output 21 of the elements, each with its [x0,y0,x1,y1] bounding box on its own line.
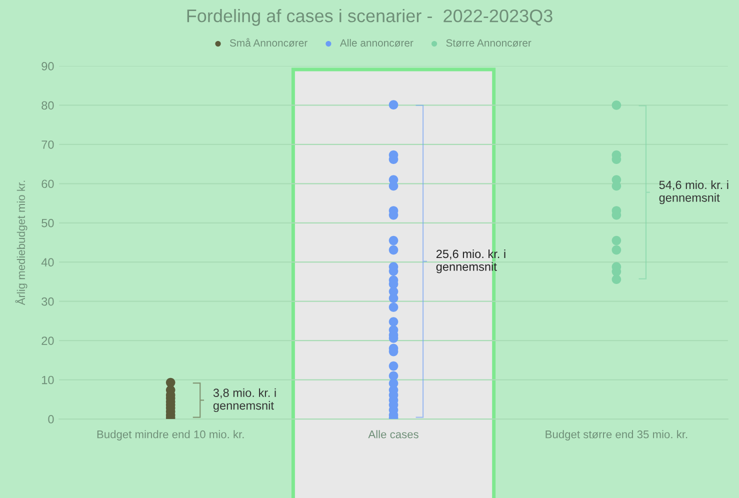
x-tick-label: Budget større end 35 mio. kr. [546,430,688,440]
annotation: 54,6 mio. kr. i gennemsnit [659,180,728,204]
legend-label: Alle annoncører [340,38,414,47]
y-tick-label: 30 [42,297,54,306]
y-tick-label: 80 [42,101,54,110]
y-tick-label: 60 [42,180,54,188]
y-tick-label: 40 [41,258,54,267]
y-tick-label: 10 [42,376,54,384]
y-tick-label: 70 [42,140,54,149]
y-tick-label: 90 [42,62,54,70]
y-tick-label: 0 [48,415,54,424]
y-axis-title: Årlig mediebudget mio kr. [15,180,28,306]
y-tick-label: 50 [42,218,54,228]
legend-label: Små Annoncører [230,38,308,47]
legend-label: Større Annoncører [446,39,532,47]
chart-title: Fordeling af cases i scenarier - 2022-2023Q3 [187,9,552,26]
x-tick-label: Budget mindre end 10 mio. kr. [97,430,244,440]
annotation: 3,8 mio. kr. i gennemsnit [213,388,276,412]
y-tick-label: 20 [42,336,54,345]
annotation: 25,6 mio. kr. i gennemsnit [436,249,506,274]
x-tick-label: Alle cases [368,430,418,438]
